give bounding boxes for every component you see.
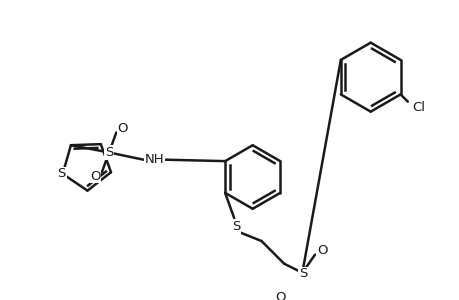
Text: O: O bbox=[117, 122, 128, 135]
Text: O: O bbox=[90, 169, 101, 182]
Text: NH: NH bbox=[144, 153, 164, 166]
Text: S: S bbox=[105, 146, 113, 159]
Text: S: S bbox=[298, 267, 307, 280]
Text: S: S bbox=[231, 220, 240, 233]
Text: O: O bbox=[274, 291, 285, 300]
Text: S: S bbox=[57, 167, 66, 180]
Text: O: O bbox=[316, 244, 327, 256]
Text: Cl: Cl bbox=[411, 100, 424, 114]
